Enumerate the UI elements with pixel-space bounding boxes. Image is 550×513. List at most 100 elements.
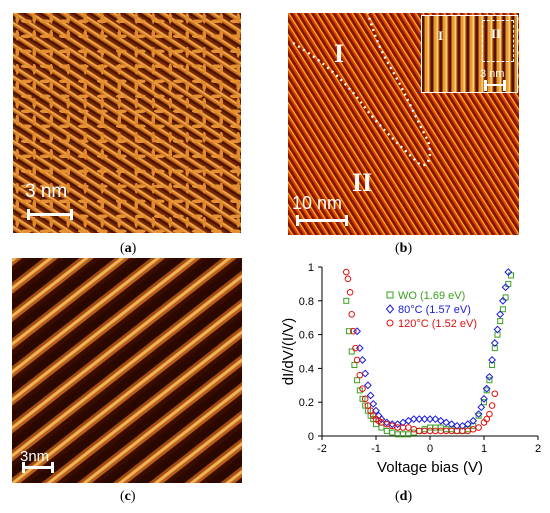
c120-point [483,415,490,423]
inset-region-I: I [438,28,444,43]
y-axis-label: dI/dV/(I/V) [280,318,297,386]
legend-marker-120c [386,319,394,327]
wo-point [348,348,355,355]
c80-point [493,325,502,334]
y-tick-label: 0.6 [299,330,314,342]
c80-point [369,399,378,408]
c120-point [415,427,423,435]
legend-marker-80c [385,304,395,314]
inset-region-box [482,20,514,62]
c120-point [356,371,364,379]
c120-point [364,402,372,409]
c80-point [426,415,434,424]
wo-point [378,424,385,431]
c120-point [350,327,357,335]
panel-label-d: (d) [395,489,413,504]
c80-point [447,420,456,429]
wo-point [499,306,506,313]
legend-entry: 80°C (1.57 eV) [398,304,471,316]
c80-point [482,384,491,393]
c120-point [346,289,354,296]
x-tick-label: -1 [371,443,381,455]
c80-point [382,418,391,427]
c80-point [409,415,418,424]
wo-point [475,412,482,419]
c80-point [501,283,510,292]
scale-bar-label-b: 10 nm [292,193,343,213]
c120-point [491,390,499,398]
c80-point [353,327,362,336]
x-tick-label: 1 [481,443,487,455]
c120-point [352,344,359,352]
c80-point [358,356,367,364]
wo-point [354,377,361,384]
c80-point [363,381,372,390]
inset-scale-bar [484,80,506,91]
stm-image-c: 3nm [12,258,242,483]
legend-marker-wo [386,291,394,299]
c80-point [415,415,424,424]
c80-point [490,339,499,347]
scale-bar-label-a: 3 nm [25,181,68,202]
stm-image-b: I II I II 3 nm 10 nm [288,13,519,235]
legend-entry: WO (1.69 eV) [398,290,465,302]
x-tick-label: 2 [535,443,541,455]
wo-point [383,427,390,434]
x-tick-label: 0 [427,443,433,455]
y-tick-label: 0.4 [299,363,314,375]
c120-point [442,427,450,435]
c80-point [366,391,375,400]
c80-point [469,416,478,425]
wo-point [481,399,487,406]
wo-point [486,377,493,384]
y-tick-label: 0.8 [299,296,314,308]
c120-point [353,356,361,364]
c120-point [437,427,445,435]
c80-point [453,421,461,430]
c120-point [464,427,472,435]
c120-point [367,407,374,414]
wo-point [389,429,396,436]
wo-point [483,387,490,394]
scale-bar-label-c: 3nm [20,448,50,465]
c80-point [388,420,397,429]
panel-label-c: (c) [120,489,136,504]
domain-boundary [292,13,432,167]
scale-bar-c [22,462,54,473]
c80-point [431,415,440,424]
c120-point [475,424,482,431]
c120-point [432,427,439,435]
scale-bar-a [27,209,73,220]
c120-point [410,425,418,433]
panel-label-b: (b) [395,241,413,256]
c80-point [436,416,445,425]
legend-entry: 120°C (1.52 eV) [398,318,477,330]
c80-point [477,403,486,412]
spectra-chart: -2 -1 0 1 2 0 0.2 0.4 0.6 0.8 1 Voltage bias (V) dI/… [280,262,541,476]
scale-bar-b [296,215,348,226]
wo-point [346,328,352,335]
c120-point [344,275,352,283]
c120-point [405,424,412,431]
region-label-II: II [352,168,373,197]
c80-point [496,310,505,319]
wo-point [343,297,350,304]
c80-point [474,410,483,418]
c120-point [426,427,434,435]
panel-label-a: (a) [120,241,137,256]
wo-point [359,395,366,402]
region-label-I: I [334,39,345,68]
wo-point [351,362,358,369]
c120-point [359,385,366,392]
c120-point [348,311,355,318]
c80-point [480,394,488,403]
c80-point [504,268,513,276]
y-tick-label: 1 [308,262,314,274]
inset-scale-label: 3 nm [480,68,505,80]
inset-image: I II 3 nm [421,15,518,93]
c80-point [361,369,370,378]
c120-point [486,410,493,418]
y-tick-label: 0 [308,431,314,443]
c80-point [498,296,507,305]
c80-point [442,418,451,427]
